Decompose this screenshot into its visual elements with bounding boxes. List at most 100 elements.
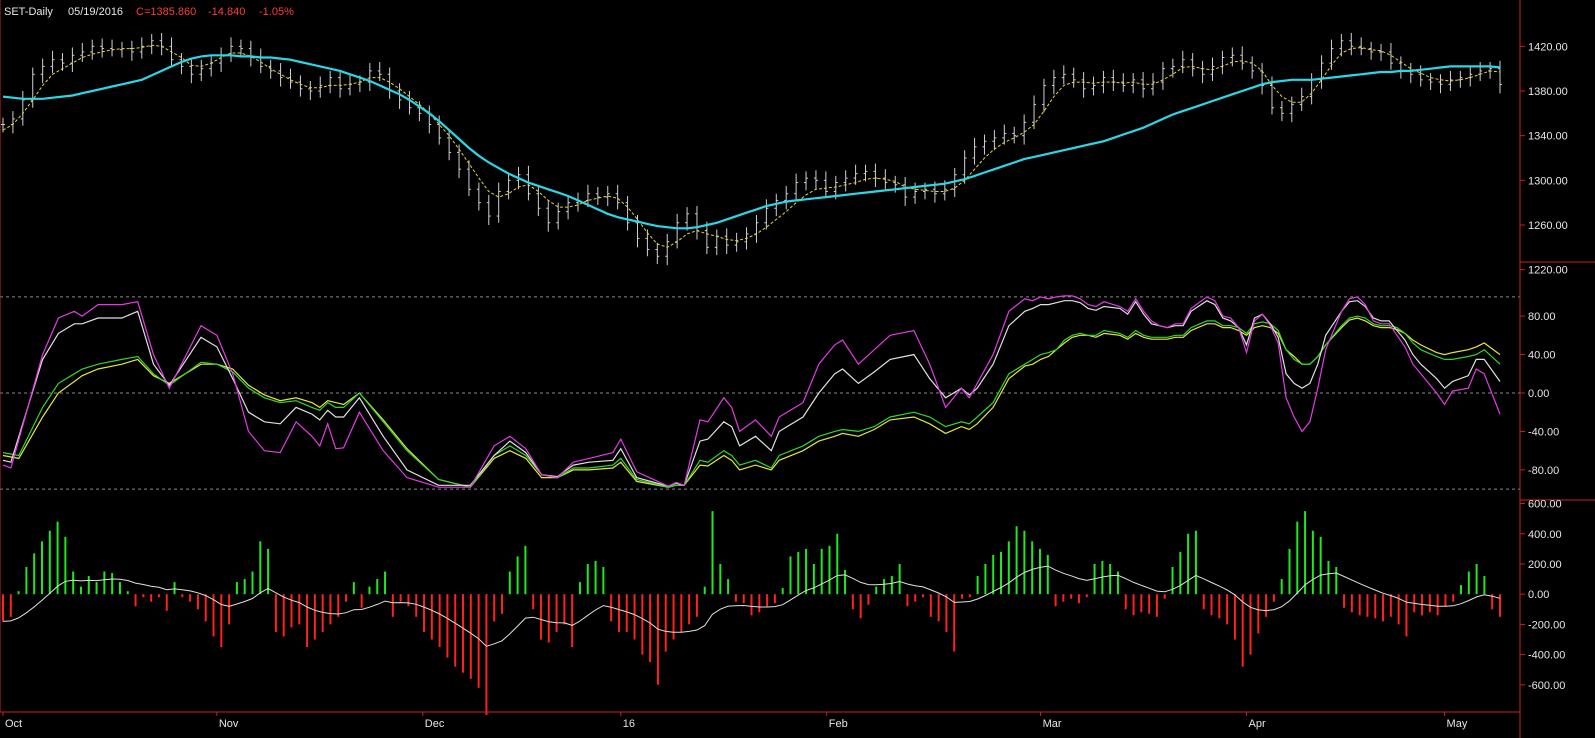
price-axis-tick-label: 1420.00 [1528, 41, 1568, 53]
price-bar [139, 37, 144, 59]
price-bar [1388, 42, 1393, 70]
chart-title-symbol: SET-Daily [4, 6, 53, 18]
price-bar [1369, 41, 1374, 60]
price-bar [1012, 126, 1017, 144]
price-bar [1160, 61, 1165, 90]
price-bar [1141, 72, 1146, 98]
price-bar [496, 182, 501, 223]
histogram-axis-tick-label: 600.00 [1528, 499, 1562, 511]
price-bar [813, 170, 818, 190]
price-bar [794, 173, 799, 201]
price-bar [397, 83, 402, 109]
price-bar [1260, 63, 1265, 95]
price-bar [1170, 58, 1175, 78]
histogram-axis-tick-label: 400.00 [1528, 529, 1562, 541]
x-axis-tick-label: Nov [219, 718, 239, 730]
price-bar [1041, 78, 1046, 113]
price-bar [685, 207, 690, 231]
price-bar [665, 233, 670, 266]
price-bar [506, 173, 511, 200]
oscillator-axis-tick-label: -40.00 [1528, 426, 1559, 438]
price-bar [238, 39, 243, 57]
price-bar [298, 75, 303, 97]
histogram-average-line [2, 565, 1501, 647]
price-bar [1498, 60, 1502, 94]
oscillator-axis-tick-label: 80.00 [1528, 311, 1556, 323]
price-bar [476, 182, 481, 211]
price-bar [1180, 50, 1185, 74]
price-bar [556, 202, 561, 230]
price-bar [1359, 37, 1364, 56]
price-bar [1002, 124, 1007, 145]
price-bar [457, 144, 462, 179]
price-bar [1230, 47, 1235, 67]
x-axis-tick-label: Mar [1043, 718, 1062, 730]
price-bar [1210, 57, 1215, 81]
slow-moving-average-line [2, 54, 1501, 230]
oscillator-line-magenta [2, 295, 1501, 488]
oscillator-line-green [2, 315, 1501, 488]
x-axis-tick-label: Apr [1249, 718, 1266, 730]
price-bar [595, 187, 600, 205]
price-bar [189, 58, 194, 84]
price-bar [1051, 69, 1056, 95]
price-bar [615, 184, 620, 210]
histogram-axis-tick-label: -600.00 [1528, 680, 1565, 692]
price-bar [1240, 46, 1245, 70]
oscillator-axis-tick-label: 0.00 [1528, 388, 1549, 400]
chart-title-percent: -1.05% [259, 6, 294, 18]
price-bar [179, 53, 184, 75]
price-bar [308, 80, 313, 100]
chart-title-close: C=1385.860 [136, 6, 196, 18]
price-bar [1091, 76, 1096, 96]
price-bar [704, 221, 709, 255]
price-bar [149, 34, 154, 55]
price-bar [1081, 72, 1086, 98]
x-axis-tick-label: May [1447, 718, 1468, 730]
price-bar [784, 185, 789, 210]
price-bar [724, 228, 729, 255]
histogram-axis-tick-label: -200.00 [1528, 619, 1565, 631]
price-bar [546, 200, 551, 232]
price-bar [338, 69, 343, 98]
price-bar [566, 195, 571, 220]
price-bar [764, 199, 769, 230]
price-bar [288, 68, 293, 89]
price-bar [486, 194, 491, 225]
histogram-axis-tick-label: -400.00 [1528, 650, 1565, 662]
price-bar [536, 187, 541, 217]
x-axis-tick-label: Dec [425, 718, 445, 730]
price-bar [1061, 65, 1066, 85]
price-bar [100, 38, 105, 58]
chart-title-change: -14.840 [208, 6, 245, 18]
price-bar [466, 160, 471, 196]
price-bar [40, 58, 45, 84]
price-axis-tick-label: 1300.00 [1528, 175, 1568, 187]
price-bar [1428, 73, 1433, 90]
chart-title-date: 05/19/2016 [68, 6, 123, 18]
price-bar [199, 59, 204, 81]
histogram-axis-tick-label: 0.00 [1528, 589, 1549, 601]
price-bar [20, 91, 25, 126]
oscillator-panel [0, 295, 1520, 490]
price-bar [1458, 70, 1463, 88]
price-bar [1121, 73, 1126, 93]
price-bar [585, 184, 590, 208]
price-bar [1438, 74, 1443, 94]
oscillator-axis-tick-label: 40.00 [1528, 350, 1556, 362]
price-bar [655, 242, 660, 265]
price-bar [367, 63, 372, 91]
price-axis-tick-label: 1260.00 [1528, 220, 1568, 232]
price-bar [804, 171, 809, 191]
price-bar [1131, 73, 1136, 94]
price-bar [1032, 95, 1037, 129]
price-bar [1349, 32, 1354, 56]
price-axis-tick-label: 1220.00 [1528, 265, 1568, 277]
price-bar [843, 170, 848, 192]
price-axis-tick-label: 1380.00 [1528, 86, 1568, 98]
x-axis-tick-label: Feb [829, 718, 848, 730]
